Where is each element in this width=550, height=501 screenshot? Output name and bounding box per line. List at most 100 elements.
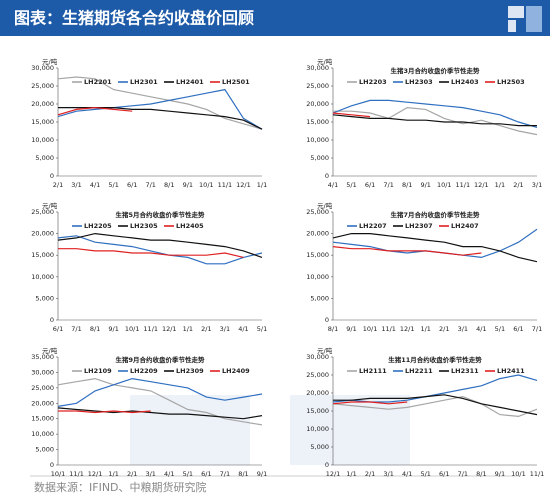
x-tick-label: 8/1 (402, 181, 412, 189)
chart-title: 生猪9月合约收盘价季节性走势 (115, 355, 205, 364)
y-tick-label: 20,000 (31, 100, 54, 108)
chart-title: 生猪5月合约收盘价季节性走势 (115, 210, 205, 219)
x-tick-label: 1/1 (257, 181, 267, 189)
y-tick-label: 15,000 (31, 118, 54, 126)
x-tick-label: 6/1 (439, 470, 449, 478)
x-tick-label: 12/1 (326, 470, 341, 478)
legend-label: LH2311 (451, 367, 479, 375)
series-line (333, 106, 538, 136)
x-tick-label: 12/1 (400, 325, 415, 333)
x-tick-label: 4/1 (238, 325, 248, 333)
legend-label: LH2403 (451, 78, 479, 86)
legend-label: LH2407 (451, 222, 479, 230)
x-tick-label: 1/1 (183, 325, 193, 333)
y-tick-label: 5,000 (35, 294, 54, 302)
y-tick-label: 15,000 (31, 251, 54, 259)
y-axis-label: 元/吨 (42, 346, 58, 355)
y-tick-label: 20,000 (31, 399, 54, 407)
x-tick-label: 7/1 (145, 181, 155, 189)
series-line (57, 76, 263, 130)
x-tick-label: 8/1 (238, 470, 248, 478)
y-tick-label: 0 (50, 316, 54, 324)
x-tick-label: 11/1 (143, 325, 158, 333)
x-tick-label: 9/1 (257, 470, 267, 478)
x-tick-label: 11/1 (456, 181, 471, 189)
x-tick-label: 10/1 (511, 470, 526, 478)
x-tick-label: 1/1 (346, 470, 356, 478)
y-tick-label: 25,000 (31, 208, 54, 216)
x-tick-label: 8/1 (164, 181, 174, 189)
x-tick-label: 11/1 (530, 470, 545, 478)
series-line (57, 235, 263, 265)
x-tick-label: 9/1 (183, 181, 193, 189)
y-axis-label: 元/吨 (42, 201, 58, 210)
x-tick-label: 6/1 (365, 181, 375, 189)
y-axis-label: 元/吨 (317, 346, 333, 355)
chart-title: 生猪7月合约收盘价季节性走势 (390, 210, 480, 219)
chart: 元/吨 0 5,000 10,000 15,000 20,000 25,000 30,000 2… (31, 57, 267, 189)
y-tick-label: 10,000 (306, 425, 329, 433)
y-tick-label: 25,000 (306, 82, 329, 90)
series-line (332, 114, 537, 127)
series-line (57, 377, 263, 426)
legend-label: LH2401 (176, 78, 204, 86)
y-axis-label: 元/吨 (317, 201, 333, 210)
chart: 生猪5月合约收盘价季节性走势 元/吨 0 5,000 10,000 15,000 20,00… (31, 201, 267, 333)
x-tick-label: 5/1 (183, 470, 193, 478)
x-tick-label: 8/1 (476, 470, 486, 478)
x-tick-label: 10/1 (363, 325, 378, 333)
x-tick-label: 10/1 (51, 470, 66, 478)
legend-label: LH2409 (222, 367, 250, 375)
x-tick-label: 9/1 (346, 325, 356, 333)
y-tick-label: 0 (50, 172, 54, 180)
watermark (130, 395, 410, 465)
y-tick-label: 5,000 (35, 446, 54, 454)
x-tick-label: 5/1 (346, 181, 356, 189)
chart: 生猪3月合约收盘价季节性走势 元/吨 0 5,000 10,000 15,000 20,00… (306, 57, 542, 189)
x-tick-label: 3/1 (458, 325, 468, 333)
chart-title: 生猪3月合约收盘价季节性走势 (390, 66, 480, 75)
x-tick-label: 2/1 (365, 470, 375, 478)
x-tick-label: 3/1 (532, 181, 542, 189)
y-tick-label: 25,000 (306, 371, 329, 379)
footer-source: 数据来源：IFIND、中粮期货研究院 (34, 480, 207, 494)
x-tick-label: 7/1 (458, 470, 468, 478)
series-line (57, 88, 263, 130)
y-tick-label: 0 (50, 461, 54, 469)
x-tick-label: 4/1 (476, 325, 486, 333)
x-tick-label: 2/1 (439, 325, 449, 333)
y-tick-label: 5,000 (35, 154, 54, 162)
x-tick-label: 5/1 (420, 470, 430, 478)
x-tick-label: 9/1 (420, 181, 430, 189)
legend-label: LH2111 (359, 367, 387, 375)
x-tick-label: 7/1 (383, 181, 393, 189)
x-tick-label: 5/1 (495, 325, 505, 333)
x-tick-label: 12/1 (236, 181, 251, 189)
y-tick-label: 5,000 (310, 294, 329, 302)
y-tick-label: 15,000 (306, 407, 329, 415)
x-tick-label: 4/1 (164, 470, 174, 478)
y-tick-label: 5,000 (310, 154, 329, 162)
x-tick-label: 3/1 (383, 470, 393, 478)
x-tick-label: 3/1 (71, 181, 81, 189)
y-tick-label: 20,000 (306, 230, 329, 238)
y-tick-label: 25,000 (31, 384, 54, 392)
x-tick-label: 11/1 (381, 325, 396, 333)
x-tick-label: 12/1 (162, 325, 177, 333)
header-bar (0, 0, 550, 36)
chart: 生猪7月合约收盘价季节性走势 元/吨 0 5,000 10,000 15,000 20,00… (306, 201, 542, 333)
y-tick-label: 15,000 (306, 251, 329, 259)
x-tick-label: 5/1 (257, 325, 267, 333)
x-tick-label: 9/1 (495, 470, 505, 478)
legend-label: LH2203 (359, 78, 387, 86)
series-line (332, 401, 408, 405)
series-line (332, 233, 538, 263)
legend-label: LH2301 (130, 78, 158, 86)
x-tick-label: 7/1 (71, 325, 81, 333)
legend-label: LH2501 (222, 78, 250, 86)
x-tick-label: 8/1 (90, 325, 100, 333)
x-tick-label: 5/1 (108, 181, 118, 189)
x-tick-label: 2/1 (513, 181, 523, 189)
x-tick-label: 6/1 (201, 470, 211, 478)
